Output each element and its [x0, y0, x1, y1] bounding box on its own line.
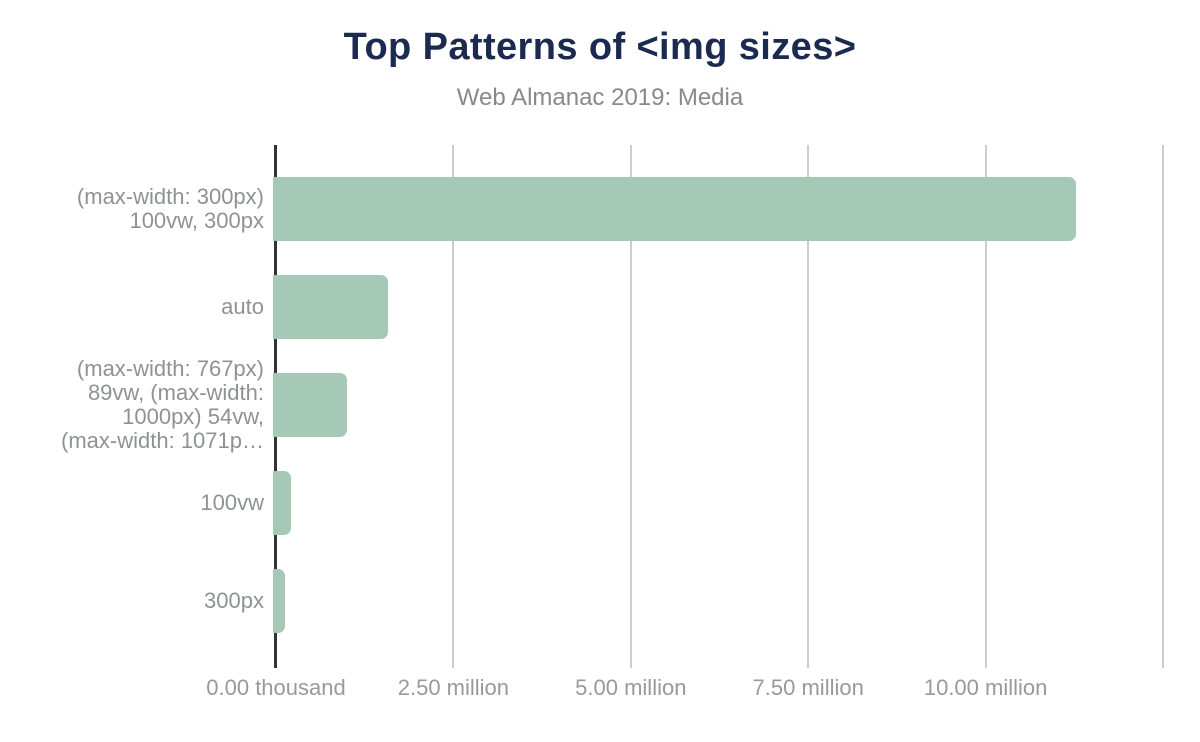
- x-tick-label: 2.50 million: [397, 675, 510, 700]
- bar: [273, 569, 286, 633]
- category-label-line: 1000px) 54vw,: [122, 404, 264, 429]
- gridline: [807, 145, 810, 668]
- category-label-line: 89vw, (max-width:: [87, 380, 264, 405]
- category-label: auto: [30, 258, 264, 356]
- x-tick-label: 5.00 million: [575, 675, 687, 700]
- bar: [273, 177, 1077, 241]
- bar: [273, 373, 347, 437]
- gridline: [984, 145, 987, 668]
- x-tick-label: 7.50 million: [752, 675, 864, 700]
- bar-row: auto: [30, 258, 1163, 356]
- category-label-line: 300px: [204, 588, 264, 613]
- chart-subtitle: Web Almanac 2019: Media: [456, 84, 744, 111]
- category-label-line: (max-width: 1071p…: [61, 428, 264, 453]
- category-label: 300px: [30, 552, 264, 650]
- bar-row: 100vw: [30, 454, 1163, 552]
- gridline: [452, 145, 455, 668]
- gridline: [1162, 145, 1164, 668]
- gridline: [629, 145, 632, 668]
- category-label: 100vw: [30, 454, 264, 552]
- chart-title: Top Patterns of <img sizes>: [343, 26, 857, 68]
- bar-row: (max-width: 767px) 89vw, (max-width: 1000p…: [30, 356, 1163, 454]
- x-tick-label: 0.00 thousand: [206, 675, 346, 700]
- category-label-line: 100vw, 300px: [129, 208, 264, 233]
- bar-row: (max-width: 300px) 100vw, 300px: [30, 160, 1163, 258]
- category-label-line: auto: [221, 294, 264, 319]
- category-label-line: (max-width: 767px): [76, 356, 264, 381]
- bar: [273, 275, 389, 339]
- category-label-line: 100vw: [200, 490, 264, 515]
- bar-row: 300px: [30, 552, 1163, 650]
- bar: [273, 471, 291, 535]
- x-tick-label: 10.00 million: [923, 675, 1048, 700]
- category-label: (max-width: 767px) 89vw, (max-width: 1000p…: [30, 356, 264, 454]
- category-label-line: (max-width: 300px): [76, 184, 264, 209]
- category-label: (max-width: 300px) 100vw, 300px: [30, 160, 264, 258]
